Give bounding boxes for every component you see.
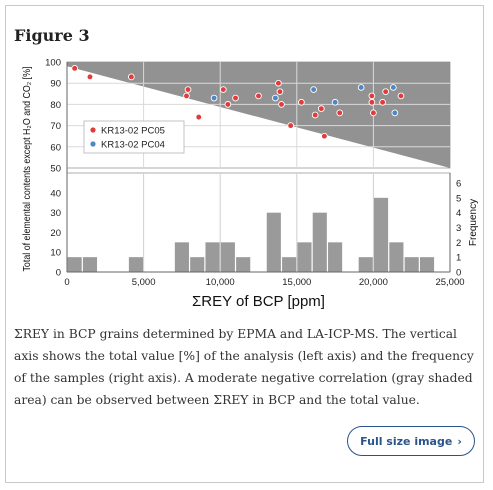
data-point (127, 73, 135, 81)
data-point (397, 92, 405, 100)
data-point (391, 109, 399, 117)
hist-right-tick-label: 3 (456, 223, 461, 234)
histogram-bar (389, 242, 404, 272)
hist-left-tick-label: 40 (50, 188, 61, 199)
histogram-bar (297, 242, 312, 272)
legend-label: KR13-02 PC04 (101, 140, 165, 151)
histogram-bar (128, 257, 143, 272)
scatter-y-tick-label: 70 (50, 121, 61, 132)
histogram-bar (374, 197, 389, 272)
data-point (336, 109, 344, 117)
histogram-bar (282, 257, 297, 272)
histogram-bar (67, 257, 82, 272)
figure-caption: ΣREY in BCP grains determined by EPMA an… (14, 327, 474, 407)
data-point (224, 101, 232, 108)
data-point (219, 86, 227, 93)
right-axis-title: Frequency (468, 199, 479, 246)
x-tick-label: 15,000 (282, 277, 311, 288)
correlation-shaded-region (67, 62, 450, 168)
x-tick-label: 25,000 (435, 277, 464, 288)
legend-label: KR13-02 PC05 (101, 126, 165, 137)
scatter-y-tick-label: 80 (50, 100, 61, 111)
data-point (357, 84, 365, 91)
data-point (86, 73, 94, 81)
x-tick-label: 0 (64, 277, 69, 288)
data-point (368, 92, 376, 100)
histogram-bar (174, 242, 189, 272)
data-point (317, 105, 325, 112)
data-point (272, 94, 279, 102)
data-point (298, 98, 305, 106)
histogram-bar (236, 257, 251, 272)
data-point (195, 113, 203, 121)
data-point (184, 86, 192, 93)
histogram-bar (419, 257, 435, 272)
full-size-image-button[interactable]: Full size image › (347, 426, 475, 456)
data-point (368, 98, 376, 106)
hist-right-tick-label: 1 (456, 253, 461, 264)
scatter-legend: KR13-02 PC05 KR13-02 PC04 (83, 120, 185, 154)
hist-left-tick-label: 0 (56, 268, 61, 279)
hist-left-tick-label: 30 (50, 208, 61, 219)
figure-title: Figure 3 (14, 26, 90, 45)
histogram-bar (404, 257, 419, 272)
legend-marker (89, 126, 97, 134)
scatter-y-tick-label: 50 (50, 164, 61, 175)
hist-right-tick-label: 0 (456, 268, 461, 279)
histogram-bar (358, 257, 373, 272)
data-point (379, 98, 386, 106)
x-tick-label: 10,000 (206, 277, 235, 288)
data-point (310, 86, 318, 93)
legend-marker (89, 140, 97, 148)
hist-right-tick-label: 4 (456, 208, 461, 219)
histogram-bar (190, 257, 205, 272)
scatter-y-tick-label: 100 (45, 58, 61, 69)
scatter-y-tick-label: 90 (50, 79, 61, 90)
data-point (370, 109, 377, 117)
data-point (275, 79, 282, 87)
data-point (276, 88, 284, 96)
full-size-image-label: Full size image (360, 434, 453, 448)
data-point (71, 65, 79, 72)
hist-right-tick-label: 2 (456, 238, 461, 249)
hist-left-tick-label: 10 (50, 248, 61, 259)
data-point (287, 122, 295, 129)
chevron-right-icon: › (457, 434, 462, 448)
data-point (232, 94, 239, 102)
x-tick-label: 5,000 (132, 277, 156, 288)
data-point (210, 94, 218, 102)
hist-left-tick-label: 20 (50, 228, 61, 239)
data-point (255, 92, 262, 100)
data-point (331, 98, 339, 106)
histogram-bar (312, 212, 327, 272)
histogram-bar (220, 242, 235, 272)
histogram-bar (266, 212, 281, 272)
scatter-y-tick-label: 60 (50, 142, 61, 153)
hist-right-tick-label: 6 (456, 179, 461, 190)
histogram-bar (205, 242, 220, 272)
hist-right-tick-label: 5 (456, 193, 461, 204)
data-point (311, 111, 319, 119)
data-point (389, 84, 397, 91)
data-point (382, 88, 390, 96)
data-point (278, 101, 285, 108)
histogram-bar (82, 257, 98, 272)
x-tick-label: 20,000 (359, 277, 388, 288)
left-axis-title: Total of elemental contents except H₂O a… (22, 66, 33, 271)
data-point (183, 92, 190, 100)
histogram-bar (328, 242, 343, 272)
legend-box (83, 120, 185, 154)
data-point (321, 132, 328, 140)
x-axis-title: ΣREY of BCP [ppm] (192, 293, 325, 310)
